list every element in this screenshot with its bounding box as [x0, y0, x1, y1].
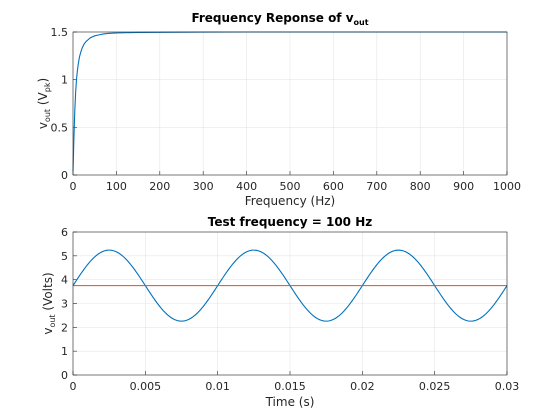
x-tick-label: 0 — [70, 380, 77, 393]
x-tick-label: 0.025 — [419, 380, 451, 393]
chart-title-top: Frequency Reponse of vout — [191, 11, 368, 27]
series-bottom — [72, 249, 508, 322]
x-tick-label: 600 — [323, 180, 344, 193]
y-tick-label: 0.5 — [51, 121, 69, 134]
y-tick-label: 4 — [61, 274, 68, 287]
y-tick-label: 1 — [61, 345, 68, 358]
x-tick-label: 0.01 — [205, 380, 230, 393]
y-tick-label: 0 — [61, 369, 68, 382]
y-tick-label: 3 — [61, 298, 68, 311]
x-tick-label: 0.03 — [495, 380, 520, 393]
x-tick-label: 0.015 — [274, 380, 306, 393]
x-tick-label: 500 — [280, 180, 301, 193]
axes-test-frequency: 0 0.005 0.01 0.015 0.02 0.025 0.03 0 1 2 3 4 5 6 Tes… — [41, 215, 519, 409]
x-tick-label: 700 — [366, 180, 387, 193]
grid-top — [72, 31, 508, 176]
x-axis-label-top: Frequency (Hz) — [245, 194, 336, 208]
axes-box-top — [72, 31, 508, 176]
x-tick-label: 400 — [236, 180, 257, 193]
axes-box-bottom — [72, 231, 508, 376]
chart-title-bottom: Test frequency = 100 Hz — [208, 215, 372, 229]
x-tick-labels-bottom: 0 0.005 0.01 0.015 0.02 0.025 0.03 — [70, 380, 520, 393]
x-tick-label: 1000 — [493, 180, 521, 193]
y-axis-label-bottom: vout (Volts) — [41, 272, 57, 334]
x-tick-label: 0.005 — [130, 380, 162, 393]
x-tick-label: 300 — [193, 180, 214, 193]
y-tick-label: 2 — [61, 321, 68, 334]
y-tick-label: 1 — [61, 74, 68, 87]
x-tick-label: 900 — [453, 180, 474, 193]
y-tick-label: 0 — [61, 169, 68, 182]
x-tick-label: 800 — [410, 180, 431, 193]
x-tick-labels-top: 0 100 200 300 400 500 600 700 800 900 1000 — [70, 180, 522, 193]
y-tick-labels-bottom: 0 1 2 3 4 5 6 — [61, 226, 68, 382]
y-tick-label: 1.5 — [51, 26, 69, 39]
x-tick-label: 0 — [70, 180, 77, 193]
y-tick-label: 6 — [61, 226, 68, 239]
y-axis-label-top: vout (Vpk) — [36, 78, 52, 129]
y-tick-label: 5 — [61, 250, 68, 263]
x-tick-label: 200 — [149, 180, 170, 193]
x-tick-label: 0.02 — [350, 380, 375, 393]
axes-frequency-response: 0 100 200 300 400 500 600 700 800 900 1000 0 0.5 1 1.… — [36, 11, 521, 208]
x-axis-label-bottom: Time (s) — [265, 395, 315, 409]
x-tick-label: 100 — [106, 180, 127, 193]
y-tick-labels-top: 0 0.5 1 1.5 — [51, 26, 69, 182]
